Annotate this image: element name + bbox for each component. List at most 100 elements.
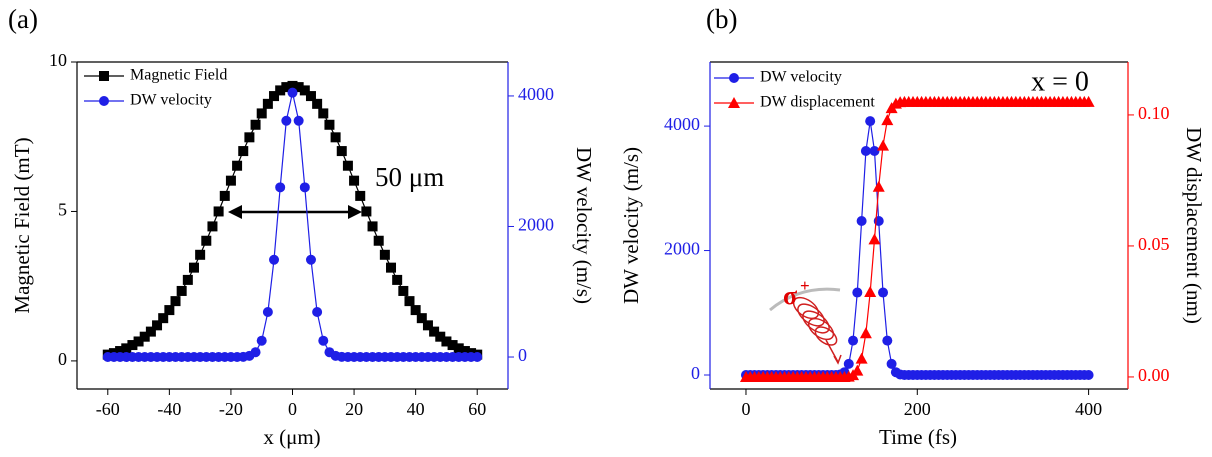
marker <box>158 313 169 324</box>
marker <box>256 108 267 119</box>
x-tick-label: 0 <box>288 399 297 419</box>
y-tick-label: 0 <box>58 349 67 369</box>
light-icon <box>769 287 842 365</box>
marker <box>219 190 230 201</box>
x-tick-label: 20 <box>345 399 363 419</box>
x-axis-label: Time (fs) <box>879 425 957 449</box>
marker <box>848 335 859 346</box>
x-tick-label: 200 <box>904 399 931 419</box>
marker <box>843 358 854 369</box>
y-tick-label: 10 <box>49 50 67 70</box>
marker <box>342 160 353 171</box>
marker <box>299 85 310 96</box>
marker <box>869 145 880 156</box>
marker <box>176 285 187 296</box>
y-tick-label: 4000 <box>664 114 700 134</box>
width-arrow <box>228 205 362 219</box>
marker <box>367 221 378 232</box>
marker <box>386 262 397 273</box>
marker <box>262 306 273 317</box>
marker <box>851 364 864 376</box>
series-line <box>746 121 1089 376</box>
marker <box>398 285 409 296</box>
series <box>740 116 1094 380</box>
marker <box>188 262 199 273</box>
marker <box>864 286 877 298</box>
marker <box>139 331 150 342</box>
x-tick-label: 400 <box>1075 399 1102 419</box>
marker <box>324 119 335 130</box>
marker <box>872 180 885 192</box>
marker <box>287 87 298 98</box>
y-tick-label: 2000 <box>664 239 700 259</box>
y-axis-label: Magnetic Field (mT) <box>10 137 34 313</box>
marker <box>429 326 440 337</box>
marker <box>127 340 138 351</box>
marker <box>877 139 890 151</box>
marker <box>275 182 286 193</box>
x-tick-label: -20 <box>219 399 243 419</box>
marker <box>305 91 316 102</box>
legend-label: Magnetic Field <box>130 67 227 84</box>
marker <box>244 132 255 143</box>
legend-marker <box>99 96 109 106</box>
legend-label: DW velocity <box>130 92 212 109</box>
marker <box>195 249 206 260</box>
marker <box>355 190 366 201</box>
y-tick-label: 0 <box>691 363 700 383</box>
y2-axis-label: DW displacement (nm) <box>1182 127 1206 324</box>
marker <box>281 115 292 126</box>
marker <box>886 358 897 369</box>
y2-tick-label: 0.05 <box>1138 234 1170 254</box>
panel-label: (b) <box>706 4 737 34</box>
marker <box>1083 369 1094 380</box>
marker <box>312 98 323 109</box>
marker <box>182 274 193 285</box>
series <box>102 80 483 360</box>
marker <box>299 182 310 193</box>
marker <box>855 352 868 364</box>
marker <box>422 320 433 331</box>
marker <box>312 306 323 317</box>
marker <box>860 145 871 156</box>
marker <box>373 235 384 246</box>
marker <box>262 98 273 109</box>
marker <box>152 320 163 331</box>
y2-tick-label: 0.00 <box>1138 365 1170 385</box>
marker <box>250 119 261 130</box>
series-line <box>746 101 1089 378</box>
x-tick-label: 40 <box>407 399 425 419</box>
marker <box>287 80 298 91</box>
marker <box>459 346 470 357</box>
marker <box>293 115 304 126</box>
marker <box>256 335 267 346</box>
marker <box>441 336 452 347</box>
polarization-sup: + <box>800 276 810 295</box>
x-tick-label: 0 <box>741 399 750 419</box>
legend-marker <box>99 71 109 81</box>
marker <box>868 233 881 245</box>
y2-axis-label: DW velocity (m/s) <box>572 147 596 304</box>
marker <box>133 336 144 347</box>
marker <box>201 235 212 246</box>
marker <box>238 146 249 157</box>
legend-label: DW velocity <box>760 69 842 86</box>
marker <box>416 313 427 324</box>
marker <box>472 352 483 363</box>
series <box>739 95 1095 382</box>
marker <box>361 206 372 217</box>
marker <box>269 91 280 102</box>
annotation: x = 0 <box>1031 66 1089 97</box>
marker <box>213 206 224 217</box>
y2-tick-label: 0.10 <box>1138 103 1170 123</box>
y2-tick-label: 2000 <box>518 215 554 235</box>
marker <box>852 287 863 298</box>
y-axis-label: DW velocity (m/s) <box>619 147 643 304</box>
panel-label: (a) <box>8 4 38 34</box>
marker <box>379 249 390 260</box>
marker <box>207 221 218 232</box>
marker <box>865 116 876 127</box>
marker <box>1082 95 1095 107</box>
